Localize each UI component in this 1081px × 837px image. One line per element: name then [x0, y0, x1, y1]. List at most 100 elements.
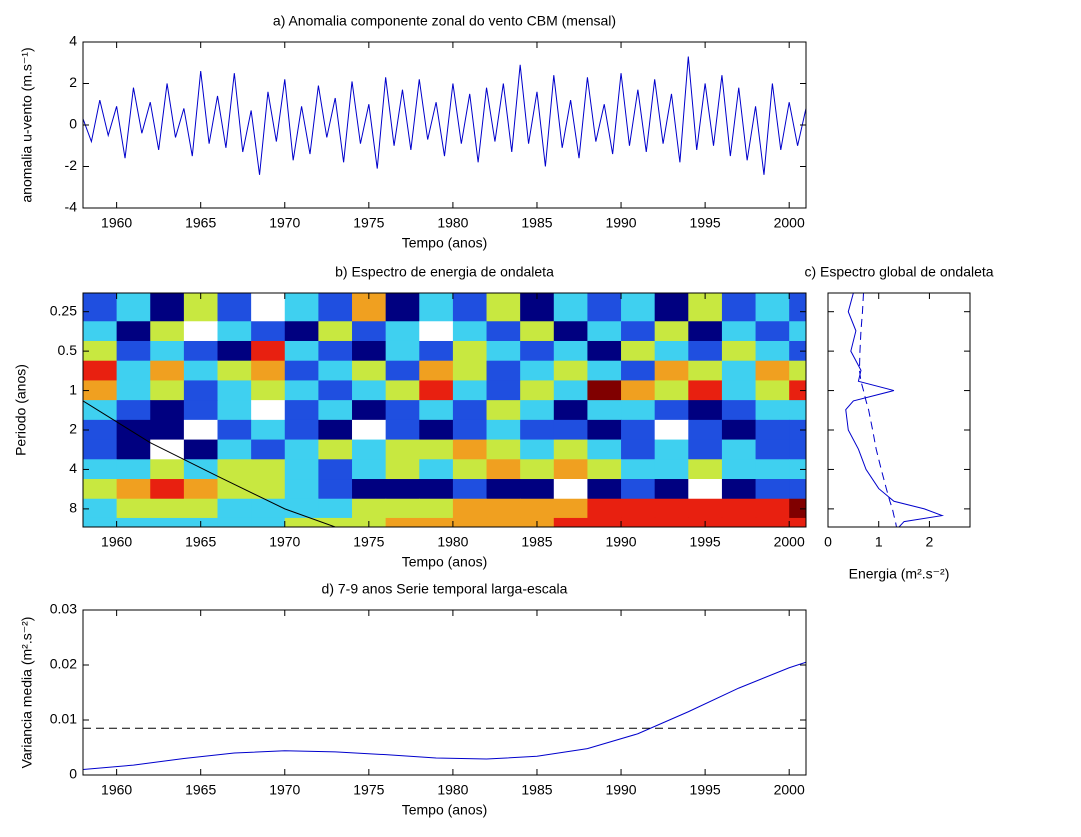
heat-cell: [654, 479, 689, 500]
heat-cell: [217, 360, 252, 381]
heat-cell: [150, 321, 185, 342]
x-tick-label: 1965: [185, 534, 216, 550]
heat-cell: [150, 293, 185, 322]
heat-cell: [789, 498, 806, 519]
y-tick-label: 4: [69, 460, 77, 476]
x-tick-label: 2: [926, 534, 934, 550]
heat-cell: [183, 400, 219, 421]
heat-cell: [721, 360, 757, 381]
y-axis-label: Periodo (anos): [13, 364, 29, 456]
heat-cell: [789, 439, 806, 460]
heat-cell: [688, 360, 723, 381]
heat-cell: [587, 380, 622, 401]
x-tick-label: 1960: [101, 215, 132, 231]
heat-cell: [251, 459, 286, 480]
heat-cell: [721, 293, 757, 322]
heat-cell: [116, 400, 151, 421]
heat-cell: [553, 479, 588, 500]
heat-cell: [251, 479, 286, 500]
heat-cell: [654, 340, 689, 362]
x-tick-label: 0: [824, 534, 832, 550]
x-axis-label: Energia (m².s⁻²): [849, 566, 950, 582]
heat-cell: [116, 340, 151, 362]
heat-cell: [116, 459, 151, 480]
heat-cell: [150, 380, 185, 401]
heat-cell: [553, 400, 588, 421]
heat-cell: [587, 419, 622, 441]
heat-cell: [755, 400, 790, 421]
heat-cell: [150, 517, 185, 527]
heat-cell: [587, 400, 622, 421]
heat-cell: [587, 293, 622, 322]
heat-cell: [654, 439, 689, 460]
heat-cell: [587, 360, 622, 381]
y-tick-label: 0.01: [50, 711, 77, 727]
heat-cell: [688, 439, 723, 460]
heat-cell: [83, 479, 118, 500]
heat-cell: [83, 400, 118, 421]
heat-cell: [721, 419, 757, 441]
heat-cell: [318, 419, 353, 441]
y-tick-label: 0.02: [50, 656, 77, 672]
heat-cell: [183, 360, 219, 381]
heat-cell: [419, 498, 454, 519]
x-tick-label: 1985: [521, 534, 552, 550]
x-tick-label: 1975: [353, 534, 384, 550]
plot-area: [83, 293, 806, 527]
axes-box: [827, 292, 971, 528]
heat-cell: [452, 517, 488, 527]
heat-cell: [217, 498, 252, 519]
heat-cell: [587, 321, 622, 342]
heat-cell: [789, 479, 806, 500]
x-tick-label: 1990: [605, 534, 636, 550]
heat-cell: [755, 360, 790, 381]
heat-cell: [486, 419, 521, 441]
heat-cell: [654, 321, 689, 342]
heat-cell: [352, 321, 387, 342]
heat-cell: [553, 517, 588, 527]
heat-cell: [654, 400, 689, 421]
plot-area: [83, 661, 806, 770]
heat-cell: [587, 459, 622, 480]
heat-cell: [217, 293, 252, 322]
panel-title: b) Espectro de energia de ondaleta: [335, 264, 554, 280]
heat-cell: [654, 498, 689, 519]
heat-cell: [486, 400, 521, 421]
heat-cell: [755, 439, 790, 460]
heat-cell: [318, 459, 353, 480]
heat-cell: [621, 517, 656, 527]
heat-cell: [284, 293, 319, 322]
heat-cell: [83, 439, 118, 460]
heat-cell: [318, 517, 353, 527]
x-tick-label: 1995: [690, 534, 721, 550]
heat-cell: [116, 517, 151, 527]
heat-cell: [116, 419, 151, 441]
x-tick-label: 1975: [353, 782, 384, 798]
x-tick-label: 1995: [690, 782, 721, 798]
heat-cell: [654, 459, 689, 480]
heat-cell: [587, 498, 622, 519]
heat-cell: [621, 498, 656, 519]
x-tick-label: 1995: [690, 215, 721, 231]
heat-cell: [318, 340, 353, 362]
heat-cell: [789, 459, 806, 480]
heat-cell: [217, 459, 252, 480]
series-line: [845, 293, 945, 527]
heat-cell: [486, 293, 521, 322]
y-tick-label: 2: [69, 421, 77, 437]
cone-of-influence: [83, 400, 336, 527]
y-tick-label: 0.5: [58, 342, 78, 358]
axes-box: [82, 41, 807, 209]
x-tick-label: 1990: [605, 782, 636, 798]
panel-title: c) Espectro global de ondaleta: [804, 264, 993, 280]
heat-cell: [520, 419, 555, 441]
heat-cell: [587, 517, 622, 527]
heat-cell: [654, 293, 689, 322]
heat-cell: [385, 380, 420, 401]
heat-cell: [318, 439, 353, 460]
x-tick-label: 1970: [269, 782, 300, 798]
x-tick-label: 1960: [101, 534, 132, 550]
heat-cell: [789, 517, 806, 527]
heat-cell: [318, 498, 353, 519]
